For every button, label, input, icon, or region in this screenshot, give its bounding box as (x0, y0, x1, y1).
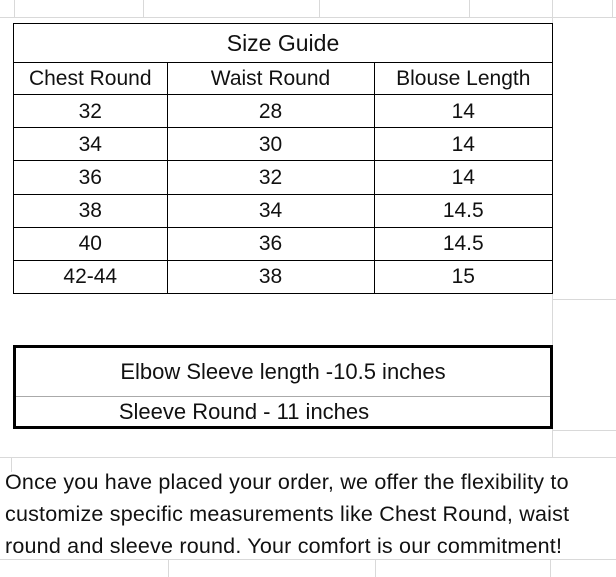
gridline-top-col-b (143, 0, 144, 17)
size-guide-table: Size Guide Chest Round Waist Round Blous… (13, 23, 553, 294)
table-header-row: Chest Round Waist Round Blouse Length (14, 63, 552, 95)
table-title: Size Guide (226, 29, 340, 56)
gridline-note-sliver (11, 457, 12, 472)
gridline-top (0, 17, 616, 18)
gridline-top-col-d (469, 0, 470, 17)
sleeve-info-box: Elbow Sleeve length -10.5 inches Sleeve … (13, 345, 553, 429)
gridline-bottom (0, 559, 616, 560)
customization-note: Once you have placed your order, we offe… (5, 466, 611, 562)
table-title-row: Size Guide (14, 24, 552, 63)
cell-length: 14 (451, 165, 475, 189)
gridline-top-col-a (14, 0, 15, 17)
gridline-note-top (0, 457, 616, 458)
gridline-top-col-c (319, 0, 320, 17)
gridline-bottom-col-b (375, 559, 376, 577)
gridline-right-row-1 (552, 299, 616, 300)
cell-length: 14.5 (442, 232, 484, 256)
cell-waist: 34 (168, 194, 375, 227)
note-line: customize specific measurements like Che… (5, 502, 570, 526)
table-row: 38 34 14.5 (14, 194, 552, 228)
cell-waist: 32 (168, 161, 375, 194)
table-row: 42-44 38 15 (14, 260, 552, 294)
cell-length: 14.5 (442, 199, 484, 223)
note-line: round and sleeve round. Your comfort is … (5, 534, 563, 558)
cell-length: 14 (451, 99, 475, 123)
gridline-right-row-2 (552, 430, 616, 431)
table-row: 32 28 14 (14, 95, 552, 129)
cell-chest: 32 (14, 95, 168, 128)
cell-chest: 42-44 (14, 260, 168, 294)
cell-chest: 38 (14, 194, 168, 227)
gridline-top-col-e (552, 0, 553, 24)
cell-waist: 28 (168, 95, 375, 128)
table-row: 34 30 14 (14, 128, 552, 162)
elbow-sleeve-length-text: Elbow Sleeve length -10.5 inches (16, 348, 550, 397)
cell-chest: 36 (14, 161, 168, 194)
note-line: Once you have placed your order, we offe… (5, 470, 569, 494)
cell-length: 14 (451, 132, 475, 156)
cell-length: 15 (451, 265, 475, 289)
sleeve-round-text: Sleeve Round - 11 inches (118, 398, 370, 424)
cell-chest: 40 (14, 227, 168, 260)
column-header-blouse-length: Blouse Length (396, 67, 531, 90)
column-header-chest-round: Chest Round (14, 63, 168, 94)
column-header-waist-round: Waist Round (168, 63, 375, 94)
table-row: 36 32 14 (14, 161, 552, 195)
table-row: 40 36 14.5 (14, 227, 552, 261)
cell-waist: 30 (168, 128, 375, 161)
cell-waist: 36 (168, 227, 375, 260)
cell-chest: 34 (14, 128, 168, 161)
gridline-top-col-f (612, 0, 613, 17)
gridline-bottom-col-a (168, 559, 169, 577)
cell-waist: 38 (168, 260, 375, 294)
gridline-bottom-col-c (550, 559, 551, 577)
